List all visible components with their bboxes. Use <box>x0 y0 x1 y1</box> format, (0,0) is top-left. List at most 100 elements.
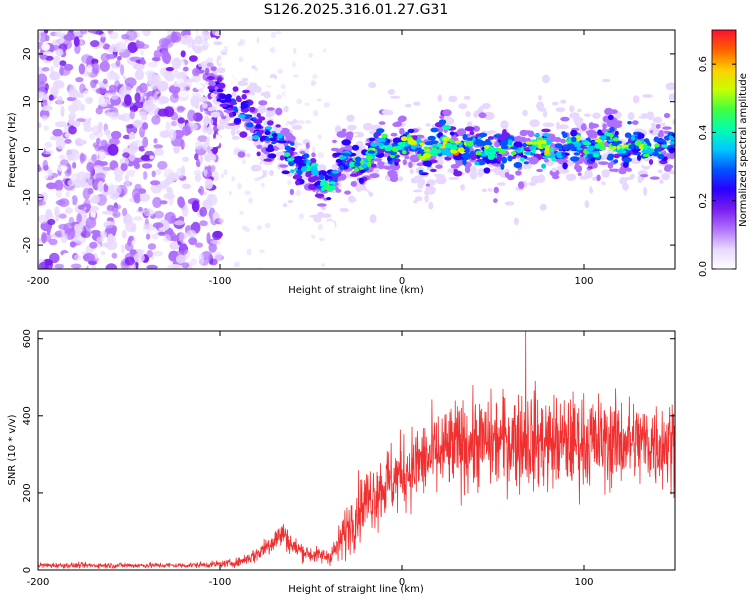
ridge-blob <box>230 98 236 103</box>
noise-speckle <box>179 242 188 255</box>
ridge-blob <box>658 129 664 136</box>
noise-speckle <box>124 77 137 87</box>
noise-speckle <box>120 244 125 254</box>
noise-speckle <box>142 136 149 148</box>
noise-speckle <box>137 43 150 50</box>
ridge-blob <box>668 147 675 154</box>
ridge-blob <box>570 156 580 162</box>
ridge-blob <box>210 66 217 72</box>
noise-speckle <box>76 213 82 224</box>
noise-speckle <box>120 64 125 76</box>
ridge-blob <box>271 141 277 145</box>
noise-speckle <box>47 218 56 226</box>
ridge-blob <box>424 141 435 146</box>
noise-speckle <box>66 48 77 53</box>
ridge-blob <box>555 151 562 157</box>
noise-speckle <box>134 63 145 70</box>
ridge-blob <box>542 122 555 128</box>
ridge-blob <box>234 164 241 172</box>
snr-ytick-label: 0 <box>22 567 33 573</box>
ridge-blob <box>244 161 257 166</box>
noise-speckle <box>159 205 170 212</box>
noise-speckle <box>43 125 49 131</box>
noise-speckle <box>206 194 213 205</box>
noise-speckle <box>155 168 162 176</box>
noise-speckle <box>64 132 70 138</box>
ridge-blob <box>661 144 668 148</box>
noise-speckle <box>198 185 205 196</box>
noise-speckle <box>188 237 198 246</box>
noise-speckle <box>316 98 322 102</box>
ridge-blob <box>651 151 660 156</box>
ridge-blob <box>253 119 263 124</box>
noise-speckle <box>69 241 77 248</box>
ridge-blob <box>332 164 339 169</box>
noise-speckle <box>204 178 214 190</box>
ridge-blob <box>479 105 491 110</box>
ridge-blob <box>381 137 386 143</box>
colorbar-tick-label: 0.2 <box>698 193 709 209</box>
noise-speckle <box>60 233 68 244</box>
ridge-blob <box>380 165 391 169</box>
spectrogram-xtick-label: -100 <box>209 276 232 287</box>
noise-speckle <box>38 200 47 206</box>
noise-speckle <box>183 215 194 226</box>
ridge-blob <box>536 140 543 146</box>
noise-speckle <box>87 187 94 195</box>
noise-speckle <box>106 204 115 212</box>
ridge-blob <box>317 211 325 219</box>
ridge-blob <box>330 147 340 152</box>
ridge-blob <box>306 159 312 164</box>
noise-speckle <box>151 170 156 178</box>
ridge-blob <box>470 153 477 161</box>
ridge-blob <box>346 114 355 122</box>
ridge-blob <box>542 133 550 137</box>
ridge-blob <box>507 139 513 145</box>
ridge-blob <box>368 112 380 119</box>
noise-speckle <box>317 134 322 140</box>
ridge-blob <box>662 126 672 130</box>
noise-speckle <box>160 43 169 55</box>
noise-speckle <box>190 30 197 38</box>
noise-speckle <box>38 170 49 181</box>
ridge-blob <box>266 120 274 126</box>
ridge-blob <box>331 170 340 174</box>
ridge-blob <box>637 154 642 161</box>
ridge-blob <box>377 138 383 143</box>
noise-speckle <box>89 197 99 204</box>
ridge-blob <box>583 141 592 146</box>
noise-speckle <box>142 171 148 180</box>
ridge-blob <box>453 170 463 177</box>
ridge-blob <box>500 120 509 130</box>
noise-speckle <box>129 109 135 120</box>
noise-speckle <box>44 141 53 148</box>
spectrogram-xtick-label: 100 <box>574 276 593 287</box>
ridge-blob <box>250 164 262 172</box>
noise-speckle <box>57 165 68 172</box>
ridge-blob <box>627 121 632 125</box>
ridge-blob <box>212 48 222 52</box>
noise-speckle <box>256 36 260 44</box>
ridge-blob <box>435 176 447 185</box>
ridge-blob <box>304 206 310 215</box>
noise-speckle <box>185 37 192 42</box>
ridge-blob <box>389 95 401 99</box>
noise-speckle <box>274 261 282 267</box>
noise-speckle <box>114 72 120 83</box>
ridge-blob <box>496 182 506 186</box>
ridge-blob <box>507 174 515 181</box>
noise-speckle <box>73 36 80 47</box>
noise-speckle <box>293 47 297 55</box>
ridge-blob <box>416 162 425 167</box>
ridge-blob <box>226 104 234 108</box>
ridge-blob <box>264 126 273 130</box>
ridge-blob <box>594 139 603 143</box>
ridge-blob <box>669 151 675 160</box>
noise-speckle <box>318 224 323 231</box>
noise-speckle <box>149 78 159 90</box>
noise-speckle <box>133 132 142 141</box>
noise-speckle <box>186 229 197 239</box>
ridge-blob <box>454 140 462 144</box>
noise-speckle <box>56 99 63 105</box>
ridge-blob <box>457 147 465 153</box>
